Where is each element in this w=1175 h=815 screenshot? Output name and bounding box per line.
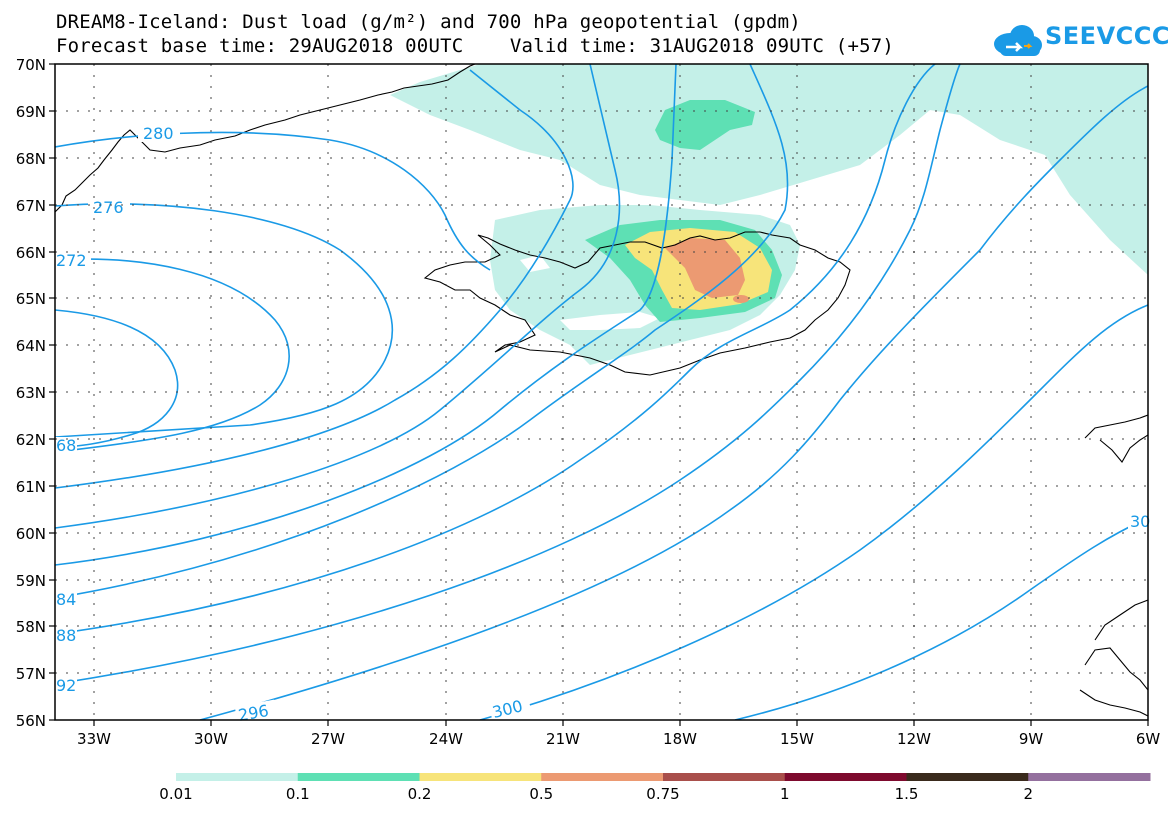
coastline-layer <box>55 64 1148 717</box>
colorbar-segment <box>541 773 664 781</box>
colorbar-segment <box>906 773 1029 781</box>
lon-labels: 33W 30W 27W 24W 21W 18W 15W 12W 9W 6W <box>77 730 1160 748</box>
colorbar-segment <box>1028 773 1151 781</box>
colorbar-label: 0.2 <box>408 785 432 803</box>
colorbar-segment <box>663 773 786 781</box>
colorbar-segment <box>784 773 907 781</box>
dust-shade-0.5-small <box>733 295 749 303</box>
lon-label: 21W <box>546 730 580 748</box>
lat-label: 67N <box>16 197 46 215</box>
lon-label: 24W <box>429 730 463 748</box>
lon-label: 33W <box>77 730 111 748</box>
lat-label: 66N <box>16 244 46 262</box>
contour-label-296: 296 <box>237 701 270 725</box>
contour-label-84: 84 <box>56 590 76 609</box>
lat-label: 70N <box>16 56 46 74</box>
greenland-coast <box>55 64 476 213</box>
lat-label: 57N <box>16 665 46 683</box>
lon-label: 15W <box>780 730 814 748</box>
dust-shade-0.01 <box>390 64 1148 275</box>
lat-label: 69N <box>16 103 46 121</box>
lat-label: 60N <box>16 525 46 543</box>
lat-label: 59N <box>16 572 46 590</box>
seevccc-logo <box>994 25 1042 56</box>
lat-label: 58N <box>16 618 46 636</box>
colorbar-label: 0.01 <box>159 785 192 803</box>
colorbar-label: 1.5 <box>895 785 919 803</box>
colorbar-label: 0.5 <box>529 785 553 803</box>
contour-label-88: 88 <box>56 626 76 645</box>
contour-label-68: 68 <box>56 436 76 455</box>
cloud-icon <box>994 25 1042 56</box>
contour-label-280: 280 <box>143 124 174 143</box>
axis-ticks <box>49 63 1149 726</box>
lon-label: 6W <box>1136 730 1161 748</box>
map-subtitle: Forecast base time: 29AUG2018 00UTC Vali… <box>56 35 895 57</box>
colorbar-label: 1 <box>780 785 790 803</box>
lat-labels: 70N 69N 68N 67N 66N 65N 64N 63N 62N 61N … <box>16 56 46 730</box>
contour-label-30: 30 <box>1130 512 1150 531</box>
colorbar-label: 0.1 <box>286 785 310 803</box>
colorbar-segment <box>419 773 542 781</box>
contour-labels: 280 276 272 68 84 88 92 296 300 30 <box>55 124 1150 725</box>
lon-label: 12W <box>897 730 931 748</box>
contour-label-300: 300 <box>490 696 524 722</box>
map-title: DREAM8-Iceland: Dust load (g/m²) and 700… <box>56 11 801 33</box>
colorbar-segment <box>297 773 420 781</box>
lat-label: 68N <box>16 150 46 168</box>
geopotential-contours <box>55 64 1148 720</box>
lon-label: 18W <box>663 730 697 748</box>
scotland-coast <box>1079 599 1148 717</box>
colorbar-label: 2 <box>1023 785 1033 803</box>
lat-label: 61N <box>16 478 46 496</box>
lon-label: 9W <box>1019 730 1044 748</box>
dust-shade-0.5 <box>665 238 745 298</box>
lat-label: 62N <box>16 431 46 449</box>
contour-label-272: 272 <box>56 251 87 270</box>
contour-label-92: 92 <box>56 676 76 695</box>
lat-label: 56N <box>16 712 46 730</box>
colorbar: 0.01 0.1 0.2 0.5 0.75 1 1.5 2 <box>159 773 1151 803</box>
contour-label-276: 276 <box>93 198 124 217</box>
iceland-coast <box>423 231 851 376</box>
faroe-coast <box>1084 414 1148 463</box>
lon-label: 30W <box>194 730 228 748</box>
colorbar-segment <box>176 773 299 781</box>
dust-shade-0.1-north <box>655 100 755 150</box>
lat-label: 65N <box>16 290 46 308</box>
dust-load-layer <box>390 64 1148 365</box>
colorbar-label: 0.75 <box>646 785 679 803</box>
lon-label: 27W <box>311 730 345 748</box>
lat-label: 63N <box>16 384 46 402</box>
logo-text: SEEVCCC <box>1045 22 1170 50</box>
lat-label: 64N <box>16 337 46 355</box>
